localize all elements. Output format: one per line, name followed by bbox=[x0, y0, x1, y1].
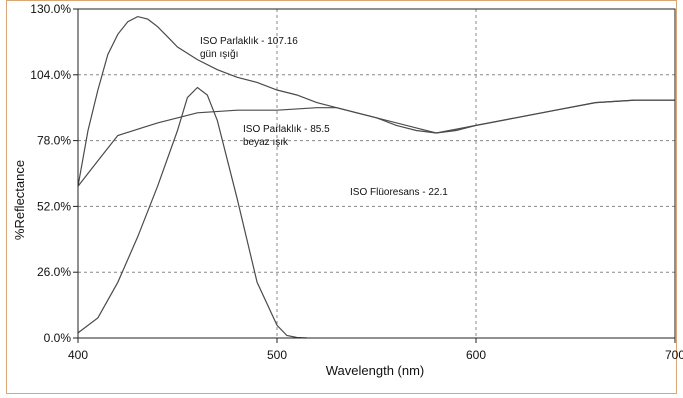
x-tick-label: 500 bbox=[267, 348, 287, 362]
x-axis-title: Wavelength (nm) bbox=[326, 363, 425, 378]
series-line-1 bbox=[77, 15, 675, 187]
series-line-3 bbox=[77, 86, 307, 339]
y-tick-label: 52.0% bbox=[37, 199, 71, 213]
axes bbox=[73, 8, 676, 343]
y-tick-label: 26.0% bbox=[37, 265, 71, 279]
plot-border bbox=[77, 8, 676, 339]
series-line-2 bbox=[77, 99, 675, 187]
y-tick-label: 104.0% bbox=[30, 68, 71, 82]
series-lines bbox=[77, 15, 675, 339]
y-tick-label: 78.0% bbox=[37, 134, 71, 148]
chart-frame bbox=[6, 0, 677, 394]
annotations: ISO Parlaklık - 107.16 gün ışığı ISO Parla… bbox=[200, 36, 448, 198]
annotation-1: ISO Parlaklık - 107.16 gün ışığı bbox=[200, 36, 298, 60]
x-tick-label: 600 bbox=[466, 348, 486, 362]
tick-labels: 0.0% 26.0% 52.0% 78.0% 104.0% 130.0% 400 500 600… bbox=[30, 2, 683, 362]
y-tick-label: 0.0% bbox=[44, 331, 72, 345]
y-axis-title: %Reflectance bbox=[12, 160, 27, 240]
x-tick-label: 700 bbox=[665, 348, 683, 362]
grid-lines bbox=[78, 9, 675, 338]
annotation-2: ISO Parlaklık - 85.5 beyaz ışık bbox=[243, 124, 330, 148]
y-tick-label: 130.0% bbox=[30, 2, 71, 16]
x-tick-label: 400 bbox=[68, 348, 88, 362]
annotation-3: ISO Flüoresans - 22.1 bbox=[350, 187, 448, 198]
